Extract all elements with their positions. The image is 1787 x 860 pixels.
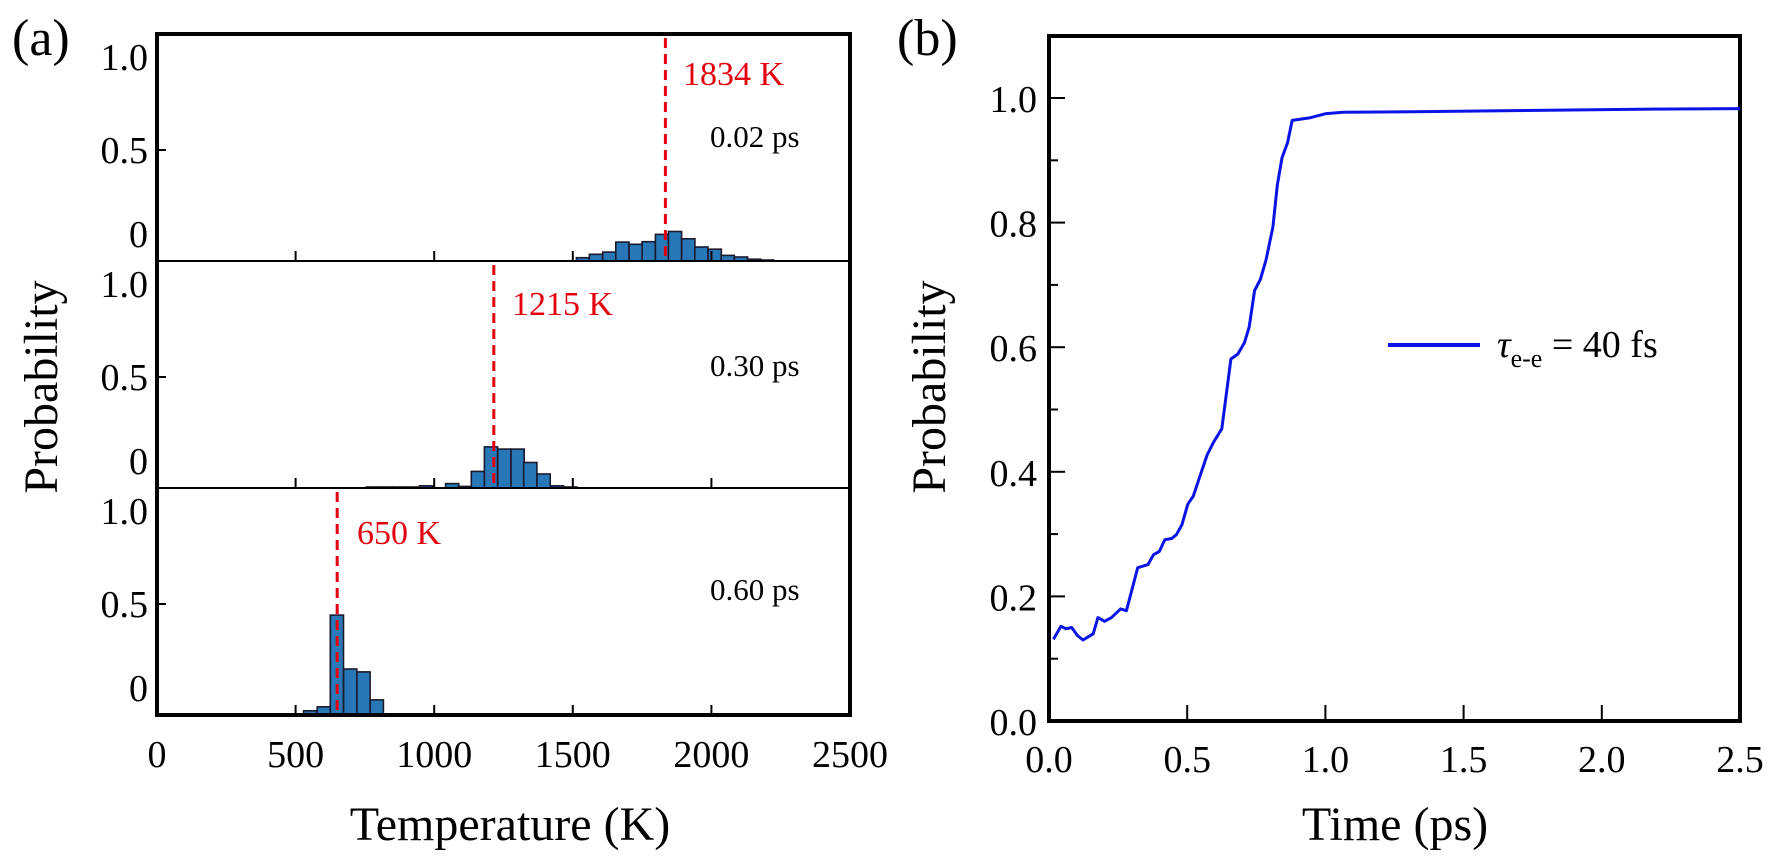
histogram-bar-0-10 bbox=[707, 248, 723, 262]
y-tick-label-3: 0.6 bbox=[990, 328, 1038, 370]
series-line-tau-ee-40fs bbox=[1052, 107, 1741, 642]
y-tick-label-1.0-0: 1.0 bbox=[101, 37, 149, 79]
panel-b-x-axis-title: Time (ps) bbox=[1302, 798, 1488, 851]
x-tick-label-5: 2.5 bbox=[1716, 739, 1764, 781]
mean-temp-label-1: 1215 K bbox=[512, 286, 614, 323]
panel-a-y-ticks: 1.0 0.5 0 1.0 0.5 0 1.0 0.5 0 bbox=[101, 37, 166, 710]
legend-subscript: e-e bbox=[1511, 344, 1543, 373]
histogram-bar-0-9 bbox=[693, 246, 709, 262]
x-tick-label-1: 0.5 bbox=[1163, 739, 1211, 781]
x-tick-label-1: 500 bbox=[267, 734, 324, 776]
y-tick-label-5: 1.0 bbox=[990, 79, 1038, 121]
y-tick-label-0-0: 0 bbox=[129, 214, 148, 256]
histogram-bar-1-10 bbox=[496, 448, 512, 489]
time-label-1: 0.30 ps bbox=[710, 348, 800, 383]
y-tick-label-0.5-1: 0.5 bbox=[101, 357, 149, 399]
x-tick-label-2: 1000 bbox=[396, 734, 472, 776]
histogram-bar-2-3 bbox=[342, 668, 358, 716]
histogram-bar-1-8 bbox=[470, 470, 486, 489]
panel-a-y-axis-title: Probability bbox=[15, 280, 68, 493]
histogram-bar-1-12 bbox=[522, 461, 538, 489]
panel-a-label: (a) bbox=[12, 10, 70, 67]
panel-a-x-axis-title: Temperature (K) bbox=[350, 798, 670, 851]
panel-b-frame bbox=[1047, 34, 1742, 723]
y-tick-label-0-1: 0 bbox=[129, 441, 148, 483]
y-tick-label-0: 0.0 bbox=[990, 702, 1038, 744]
y-tick-label-0.5-0: 0.5 bbox=[101, 130, 149, 172]
panel-b-label: (b) bbox=[897, 10, 958, 67]
y-tick-label-1.0-1: 1.0 bbox=[101, 264, 149, 306]
histogram-bar-0-8 bbox=[680, 238, 696, 262]
x-tick-label-4: 2000 bbox=[673, 734, 749, 776]
panel-b-probability-vs-time: (b) 0.0 0.2 0.4 0.6 0.8 1.0 0.0 0.5 1.0 1.5 2.0 2.… bbox=[897, 10, 1764, 851]
panel-b-x-ticks: 0.0 0.5 1.0 1.5 2.0 2.5 bbox=[1025, 705, 1764, 781]
y-tick-label-0-2: 0 bbox=[129, 668, 148, 710]
histogram-bar-0-4 bbox=[628, 243, 644, 262]
panel-b-border bbox=[1047, 34, 1742, 723]
legend-symbol: τ bbox=[1497, 324, 1512, 366]
histogram-bar-1-9 bbox=[483, 446, 499, 489]
histogram-bar-0-5 bbox=[641, 240, 657, 262]
legend: τe-e = 40 fs bbox=[1388, 324, 1658, 373]
y-tick-label-4: 0.8 bbox=[990, 204, 1038, 246]
y-tick-label-1.0-2: 1.0 bbox=[101, 491, 149, 533]
mean-temp-label-2: 650 K bbox=[357, 515, 442, 552]
histogram-bar-2-4 bbox=[356, 671, 371, 716]
x-tick-label-5: 2500 bbox=[812, 734, 888, 776]
x-tick-label-2: 1.0 bbox=[1302, 739, 1350, 781]
panel-a-x-ticks: 0 500 1000 1500 2000 2500 bbox=[148, 251, 888, 776]
panel-a-annotations: 1834 K 0.02 ps 1215 K 0.30 ps 650 K 0.60… bbox=[357, 56, 800, 607]
panel-a-frame bbox=[155, 32, 852, 717]
histogram-bar-0-7 bbox=[667, 230, 683, 262]
mean-temperature-markers bbox=[335, 38, 667, 715]
y-tick-label-0.5-2: 0.5 bbox=[101, 584, 149, 626]
histogram-bar-1-11 bbox=[510, 448, 525, 489]
x-tick-label-4: 2.0 bbox=[1578, 739, 1626, 781]
histogram-bar-0-1 bbox=[588, 253, 604, 262]
legend-suffix: = 40 fs bbox=[1542, 324, 1657, 366]
legend-label: τe-e = 40 fs bbox=[1497, 324, 1658, 373]
panel-a-border bbox=[155, 32, 852, 717]
histogram-bar-2-5 bbox=[369, 699, 385, 716]
x-tick-label-0: 0 bbox=[148, 734, 167, 776]
x-tick-label-0: 0.0 bbox=[1025, 739, 1073, 781]
mean-temp-label-0: 1834 K bbox=[683, 56, 785, 93]
x-tick-label-3: 1.5 bbox=[1440, 739, 1488, 781]
panel-b-y-ticks: 0.0 0.2 0.4 0.6 0.8 1.0 bbox=[990, 79, 1065, 744]
panel-b-y-axis-title: Probability bbox=[903, 280, 956, 493]
histogram-bar-0-3 bbox=[614, 241, 630, 262]
y-tick-label-1: 0.2 bbox=[990, 577, 1038, 619]
y-tick-label-2: 0.4 bbox=[990, 453, 1038, 495]
time-label-0: 0.02 ps bbox=[710, 119, 800, 154]
x-tick-label-3: 1500 bbox=[535, 734, 611, 776]
panel-a-temperature-histograms: (a) 1.0 0.5 0 1.0 0.5 0 1.0 0.5 0 0 500 1000 1500 20… bbox=[12, 10, 888, 851]
time-label-2: 0.60 ps bbox=[710, 572, 800, 607]
histogram-bar-1-13 bbox=[536, 473, 551, 489]
histogram-bar-0-2 bbox=[601, 251, 617, 262]
